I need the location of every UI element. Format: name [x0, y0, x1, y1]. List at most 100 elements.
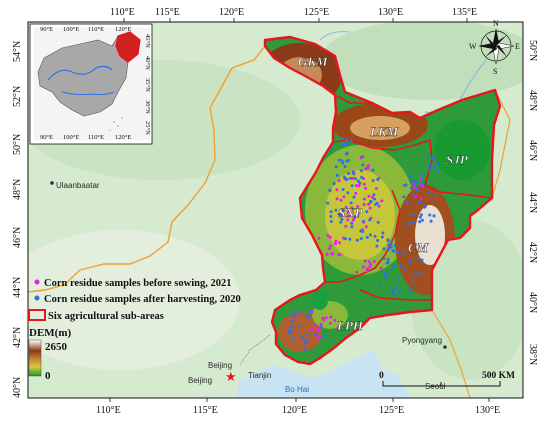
sample-point-before [368, 206, 372, 210]
sample-point-before [334, 242, 337, 246]
sample-point-before [342, 195, 346, 199]
sample-point-after [365, 210, 369, 214]
sample-point-after [417, 200, 421, 204]
sample-point-before [379, 266, 383, 270]
left-tick-50: 50°N [12, 134, 23, 155]
place-bohai: Bo Hai [285, 385, 309, 394]
sample-point-after [359, 169, 363, 173]
sample-point-after [375, 244, 379, 248]
sample-point-after [353, 177, 357, 181]
left-tick-42: 42°N [12, 327, 23, 348]
sample-point-after [345, 138, 349, 142]
sample-point-after [298, 310, 302, 314]
left-tick-40: 40°N [12, 377, 23, 398]
sample-point-after [418, 271, 422, 275]
sample-point-before [328, 321, 332, 325]
sample-point-before [329, 315, 333, 319]
sample-point-after [391, 292, 395, 295]
right-tick-44: 44°N [527, 192, 538, 213]
sample-point-after [380, 235, 384, 239]
sample-point-before [356, 205, 360, 208]
sample-point-after [402, 251, 406, 255]
sample-point-after [371, 168, 375, 172]
sample-point-after [382, 247, 386, 251]
sample-point-before [365, 267, 369, 271]
sample-point-after [432, 214, 436, 218]
sample-point-before [362, 182, 366, 186]
sample-point-before [316, 336, 320, 339]
sample-point-before [366, 164, 370, 168]
left-tick-54: 54°N [12, 41, 23, 62]
legend-marker-after [34, 295, 40, 301]
sample-point-before [321, 316, 325, 320]
sample-point-after [345, 159, 349, 163]
sample-point-after [411, 192, 414, 196]
sample-point-after [361, 155, 365, 159]
sample-point-after [427, 168, 431, 172]
sample-point-after [303, 347, 307, 351]
sample-point-after [375, 201, 379, 205]
sample-point-after [351, 171, 355, 175]
sample-point-after [348, 237, 352, 241]
sample-point-after [392, 249, 396, 253]
sample-point-before [354, 184, 358, 187]
sample-point-before [419, 196, 423, 200]
sample-point-after [342, 208, 346, 212]
inset-right-tick-40: 40°N [144, 56, 151, 70]
sample-point-before [377, 204, 381, 208]
sample-point-before [324, 316, 328, 320]
sample-point-before [368, 265, 372, 269]
sample-point-before [317, 236, 321, 240]
sample-point-before [364, 186, 367, 190]
sample-point-after [329, 220, 333, 223]
sample-point-after [416, 257, 420, 260]
sample-point-before [363, 197, 366, 201]
top-tick-115: 115°E [155, 7, 180, 18]
sample-point-after [402, 267, 406, 271]
bohai-sea [235, 350, 382, 398]
sample-point-after [340, 217, 344, 221]
sample-point-after [344, 142, 348, 146]
sample-point-after [349, 176, 353, 180]
sample-point-after [334, 165, 338, 169]
sample-point-after [355, 238, 359, 242]
boundary-snp-cm [325, 189, 401, 283]
sample-point-after [419, 213, 423, 217]
national-border [28, 45, 266, 293]
sample-point-after [347, 172, 351, 175]
sample-point-after [432, 164, 436, 168]
sample-point-after [308, 315, 312, 318]
legend-subareas-label: Six agricultural sub-areas [48, 311, 164, 322]
sample-point-after [382, 257, 386, 260]
sample-point-after [292, 336, 295, 340]
sample-point-after [356, 179, 360, 183]
sample-point-after [290, 313, 294, 317]
region-label-sjp: SJP [446, 152, 469, 167]
sample-point-after [415, 181, 419, 185]
sample-point-after [368, 218, 372, 222]
legend-marker-subareas [28, 309, 46, 321]
sample-point-after [300, 335, 304, 339]
top-tick-125: 125°E [304, 7, 329, 18]
legend: Corn residue samples before sowing, 2021… [28, 278, 241, 322]
sample-point-before [340, 214, 344, 218]
sample-point-after [373, 234, 377, 238]
inset-bottom-tick-90: 90°E [40, 134, 53, 141]
sample-point-after [428, 213, 432, 217]
region-label-lph: LPH [336, 318, 364, 333]
national-border [431, 309, 471, 398]
sample-point-after [433, 193, 437, 197]
sample-point-after [287, 331, 291, 335]
bottom-tick-130: 130°E [475, 405, 500, 416]
sample-point-before [363, 259, 367, 263]
right-ticks: 50°N 48°N 46°N 44°N 42°N 40°N 38°N [527, 40, 538, 365]
sample-point-after [350, 225, 354, 229]
sample-point-after [319, 325, 323, 329]
bottom-tick-120: 120°E [282, 405, 307, 416]
sample-point-after [408, 174, 412, 178]
sample-point-after [415, 188, 419, 192]
sample-point-before [329, 244, 333, 248]
sample-point-after [345, 151, 349, 155]
sample-point-before [413, 185, 416, 189]
sample-point-after [341, 188, 345, 191]
